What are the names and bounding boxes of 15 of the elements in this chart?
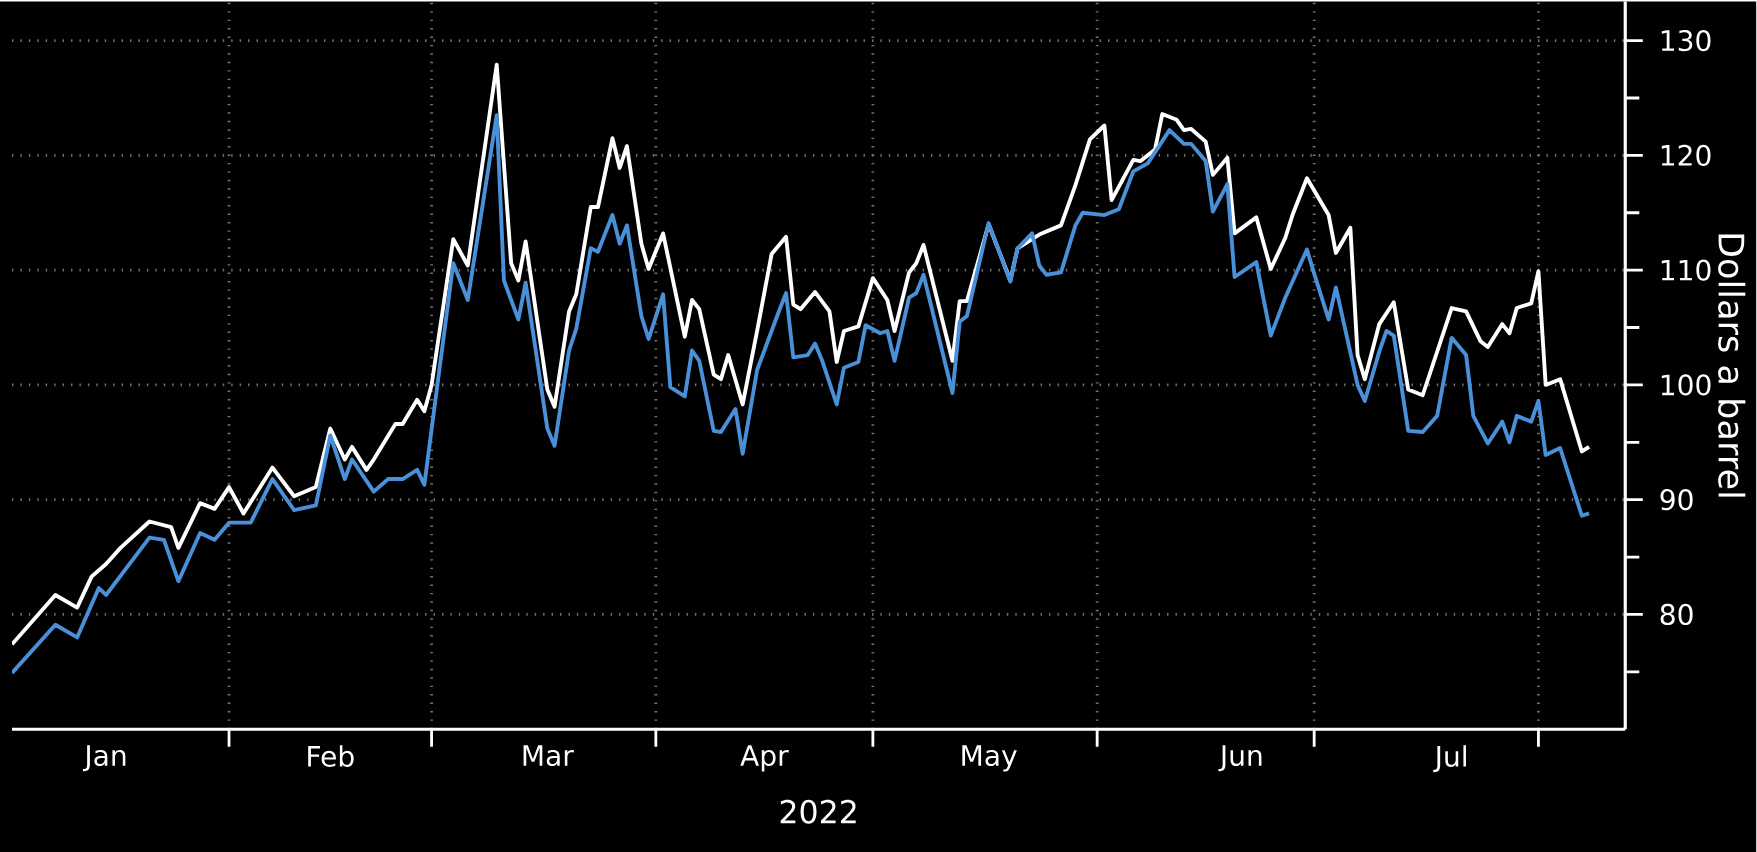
x-tick-label: Mar bbox=[523, 745, 574, 766]
x-tick-label: Jun bbox=[1218, 745, 1262, 772]
y-axis-title: Dollars a barrel bbox=[1718, 234, 1746, 497]
x-tick-label: Feb bbox=[308, 745, 354, 767]
y-tick-label: 100 bbox=[1661, 374, 1711, 396]
x-tick-label: Jul bbox=[1433, 745, 1466, 773]
y-tick-label: 120 bbox=[1661, 144, 1711, 166]
x-tick-label: May bbox=[962, 745, 1017, 772]
x-tick-label: Jan bbox=[82, 745, 126, 772]
x-tick-label: Apr bbox=[740, 745, 789, 772]
x-axis-title: 2022 bbox=[780, 799, 856, 824]
y-tick-label: 130 bbox=[1661, 29, 1711, 52]
y-tick-label: 110 bbox=[1661, 259, 1711, 281]
y-tick-label: 80 bbox=[1660, 603, 1693, 625]
y-tick-label: 90 bbox=[1660, 488, 1693, 511]
